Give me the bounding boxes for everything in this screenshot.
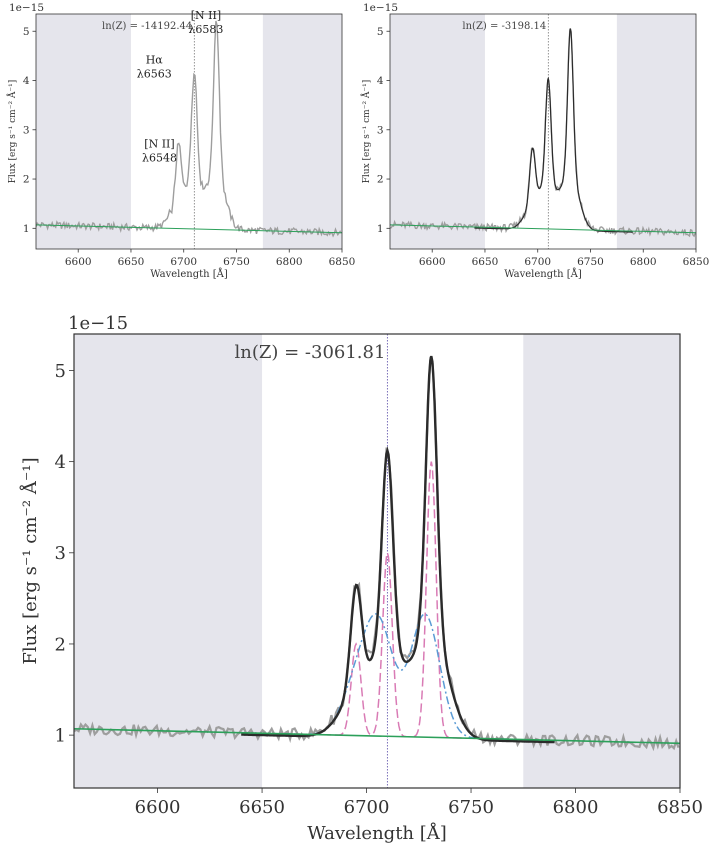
plot-area <box>390 14 696 249</box>
masked-region-0 <box>36 14 131 249</box>
x-tick-label: 6750 <box>448 797 494 818</box>
x-tick-label: 6850 <box>683 256 710 268</box>
emission-line-name-label: [N II] <box>191 9 221 22</box>
log-evidence-annotation: ln(Z) = -3061.81 <box>234 342 385 363</box>
y-axis-label: Flux [erg s⁻¹ cm⁻² Å⁻¹] <box>360 80 372 184</box>
masked-region-1 <box>616 14 696 249</box>
x-tick-label: 6650 <box>472 256 499 268</box>
x-tick-label: 6850 <box>657 797 703 818</box>
y-tick-label: 1 <box>23 223 30 235</box>
plot-area <box>74 334 680 788</box>
y-tick-label: 4 <box>23 75 30 87</box>
masked-region-1 <box>262 14 342 249</box>
log-evidence-annotation: ln(Z) = -3198.14 <box>462 21 546 32</box>
axis-exponent-label: 1e−15 <box>363 2 398 14</box>
emission-line-wavelength-label: λ6583 <box>188 23 223 36</box>
emission-line-name-label: Hα <box>146 54 164 67</box>
y-axis-label: Flux [erg s⁻¹ cm⁻² Å⁻¹] <box>19 457 41 664</box>
continuum-line <box>36 224 342 234</box>
y-axis-label: Flux [erg s⁻¹ cm⁻² Å⁻¹] <box>6 80 18 184</box>
top-right-spectrum-panel: 6600 6650 6700 6750 6800 6850 1 2 3 4 5 1e−15 Wavele… <box>360 2 709 280</box>
model-fit-line <box>474 28 633 233</box>
x-axis-label: Wavelength [Å] <box>504 268 582 280</box>
bottom-spectrum-panel: 6600 6650 6700 6750 6800 6850 1 2 3 4 5 1e−15 Wavele… <box>19 313 703 844</box>
y-tick-label: 3 <box>377 124 384 136</box>
masked-region-1 <box>523 334 680 788</box>
y-tick-label: 4 <box>377 75 384 87</box>
x-tick-label: 6700 <box>344 797 390 818</box>
y-tick-label: 3 <box>55 543 66 564</box>
narrow-component-line <box>283 461 513 741</box>
y-tick-label: 2 <box>377 174 384 186</box>
axes-frame <box>389 13 697 250</box>
y-tick-label: 5 <box>55 361 66 382</box>
emission-line-wavelength-label: λ6563 <box>137 68 172 81</box>
axes-frame <box>73 333 681 789</box>
top-left-spectrum-panel: 6600 6650 6700 6750 6800 6850 1 2 3 4 5 1e−15 Wavele… <box>6 2 355 280</box>
x-axis-label: Wavelength [Å] <box>307 822 447 844</box>
x-tick-label: 6700 <box>524 256 551 268</box>
x-tick-label: 6750 <box>223 256 250 268</box>
y-tick-label: 4 <box>55 452 66 473</box>
x-tick-label: 6600 <box>65 256 92 268</box>
log-evidence-annotation: ln(Z) = -14192.44 <box>102 21 192 32</box>
plot-area <box>36 14 342 249</box>
axis-exponent-label: 1e−15 <box>9 2 44 14</box>
axis-exponent-label: 1e−15 <box>68 313 128 334</box>
x-tick-label: 6800 <box>630 256 657 268</box>
x-axis-label: Wavelength [Å] <box>150 268 228 280</box>
y-tick-label: 5 <box>377 26 384 38</box>
continuum-line <box>390 224 696 234</box>
y-tick-label: 3 <box>23 124 30 136</box>
continuum-line <box>74 727 680 745</box>
x-tick-label: 6800 <box>553 797 599 818</box>
x-tick-label: 6700 <box>170 256 197 268</box>
x-tick-label: 6800 <box>276 256 303 268</box>
y-tick-label: 5 <box>23 26 30 38</box>
y-tick-label: 1 <box>377 223 384 235</box>
masked-region-0 <box>74 334 263 788</box>
x-tick-label: 6750 <box>577 256 604 268</box>
y-tick-label: 2 <box>23 174 30 186</box>
x-tick-label: 6600 <box>135 797 181 818</box>
axes-frame <box>35 13 343 250</box>
x-tick-label: 6850 <box>329 256 356 268</box>
masked-region-0 <box>390 14 485 249</box>
emission-line-wavelength-label: λ6548 <box>142 151 177 164</box>
x-tick-label: 6650 <box>239 797 285 818</box>
x-tick-label: 6600 <box>419 256 446 268</box>
y-tick-label: 1 <box>55 725 66 746</box>
x-tick-label: 6650 <box>118 256 145 268</box>
model-fit-line <box>241 355 555 744</box>
emission-line-name-label: [N II] <box>144 137 174 150</box>
y-tick-label: 2 <box>55 634 66 655</box>
